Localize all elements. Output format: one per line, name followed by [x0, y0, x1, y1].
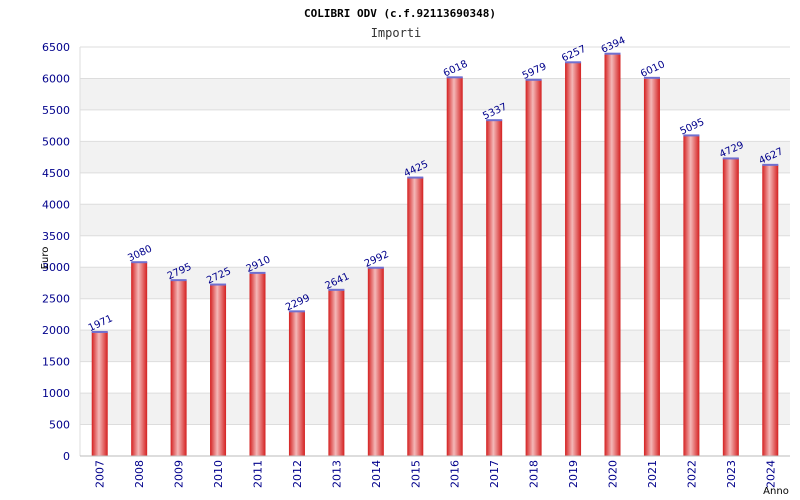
bar-cap	[604, 52, 621, 55]
bar	[446, 77, 463, 457]
y-tick-label: 2500	[42, 293, 70, 306]
bar	[367, 267, 384, 456]
y-tick-label: 0	[63, 450, 70, 463]
bar-cap	[367, 266, 384, 269]
bar-cap	[565, 61, 582, 64]
y-tick-label: 1000	[42, 387, 70, 400]
value-label: 6394	[600, 35, 628, 56]
y-tick-label: 3000	[42, 261, 70, 274]
bar-cap	[643, 76, 660, 79]
value-label: 5095	[678, 117, 706, 138]
x-tick-label: 2017	[488, 460, 501, 488]
background-bands	[80, 78, 790, 425]
bar-cap	[288, 310, 305, 313]
grid-band	[80, 267, 790, 299]
grid-band	[80, 204, 790, 236]
value-label: 3080	[126, 244, 154, 265]
y-axis-ticks: 0 500 1000 1500 2000 2500 3000 3500 4000 4500 5000…	[42, 41, 70, 463]
bar-cap	[683, 134, 700, 137]
y-axis-label: Euro	[40, 247, 51, 270]
bar	[328, 289, 345, 456]
x-tick-label: 2018	[528, 460, 541, 488]
bar-cap	[91, 330, 108, 333]
y-tick-label: 2000	[42, 324, 70, 337]
x-tick-label: 2024	[764, 460, 777, 488]
grid-band	[80, 141, 790, 173]
bar	[91, 331, 108, 456]
x-tick-label: 2015	[409, 460, 422, 488]
bar-cap	[170, 279, 187, 282]
bar	[604, 53, 621, 456]
bar	[762, 164, 779, 456]
bar-cap	[722, 157, 739, 160]
bar	[131, 262, 148, 456]
bar	[683, 135, 700, 456]
bar-cap	[486, 119, 503, 122]
x-tick-label: 2009	[173, 460, 186, 488]
bar	[565, 62, 582, 456]
y-tick-label: 6500	[42, 41, 70, 54]
bar	[722, 158, 739, 456]
grid-band	[80, 78, 790, 110]
bar	[249, 272, 266, 456]
bar-cap	[210, 283, 227, 286]
bar	[407, 177, 424, 457]
y-tick-label: 500	[49, 419, 70, 432]
x-tick-label: 2022	[685, 460, 698, 488]
x-tick-label: 2014	[370, 460, 383, 488]
bar-cap	[407, 176, 424, 179]
chart-title: COLIBRI ODV (c.f.92113690348)	[304, 7, 496, 20]
value-label: 6018	[442, 59, 470, 80]
grid-band	[80, 393, 790, 425]
bar	[486, 120, 503, 456]
x-tick-label: 2011	[252, 460, 265, 488]
bar	[643, 77, 660, 456]
bar	[525, 79, 542, 456]
x-tick-label: 2012	[291, 460, 304, 488]
value-label: 6010	[639, 59, 667, 80]
y-tick-label: 6000	[42, 72, 70, 85]
bar	[288, 311, 305, 456]
bar-cap	[249, 271, 266, 274]
x-axis-label: Anno	[763, 486, 789, 497]
x-axis-ticks: 2007 2008 2009 2010 2011 2012 2013 2014 2015 2016…	[94, 460, 778, 488]
bar	[210, 284, 227, 456]
x-tick-label: 2019	[567, 460, 580, 488]
y-tick-label: 3500	[42, 230, 70, 243]
x-tick-label: 2023	[725, 460, 738, 488]
x-tick-label: 2010	[212, 460, 225, 488]
grid-band	[80, 330, 790, 362]
bars	[91, 52, 779, 457]
y-tick-label: 1500	[42, 356, 70, 369]
y-tick-label: 4000	[42, 198, 70, 211]
x-tick-label: 2021	[646, 460, 659, 488]
bar	[170, 280, 187, 456]
y-tick-label: 4500	[42, 167, 70, 180]
bar-cap	[328, 288, 345, 291]
y-tick-label: 5500	[42, 104, 70, 117]
bar-cap	[525, 78, 542, 81]
x-tick-label: 2007	[94, 460, 107, 488]
x-tick-label: 2016	[449, 460, 462, 488]
x-tick-label: 2020	[607, 460, 620, 488]
value-label: 2992	[363, 249, 391, 270]
y-tick-label: 5000	[42, 135, 70, 148]
chart-subtitle: Importi	[371, 26, 422, 40]
x-tick-label: 2008	[133, 460, 146, 488]
bar-cap	[131, 261, 148, 264]
bar-cap	[762, 163, 779, 166]
bar-cap	[446, 76, 463, 79]
x-tick-label: 2013	[330, 460, 343, 488]
